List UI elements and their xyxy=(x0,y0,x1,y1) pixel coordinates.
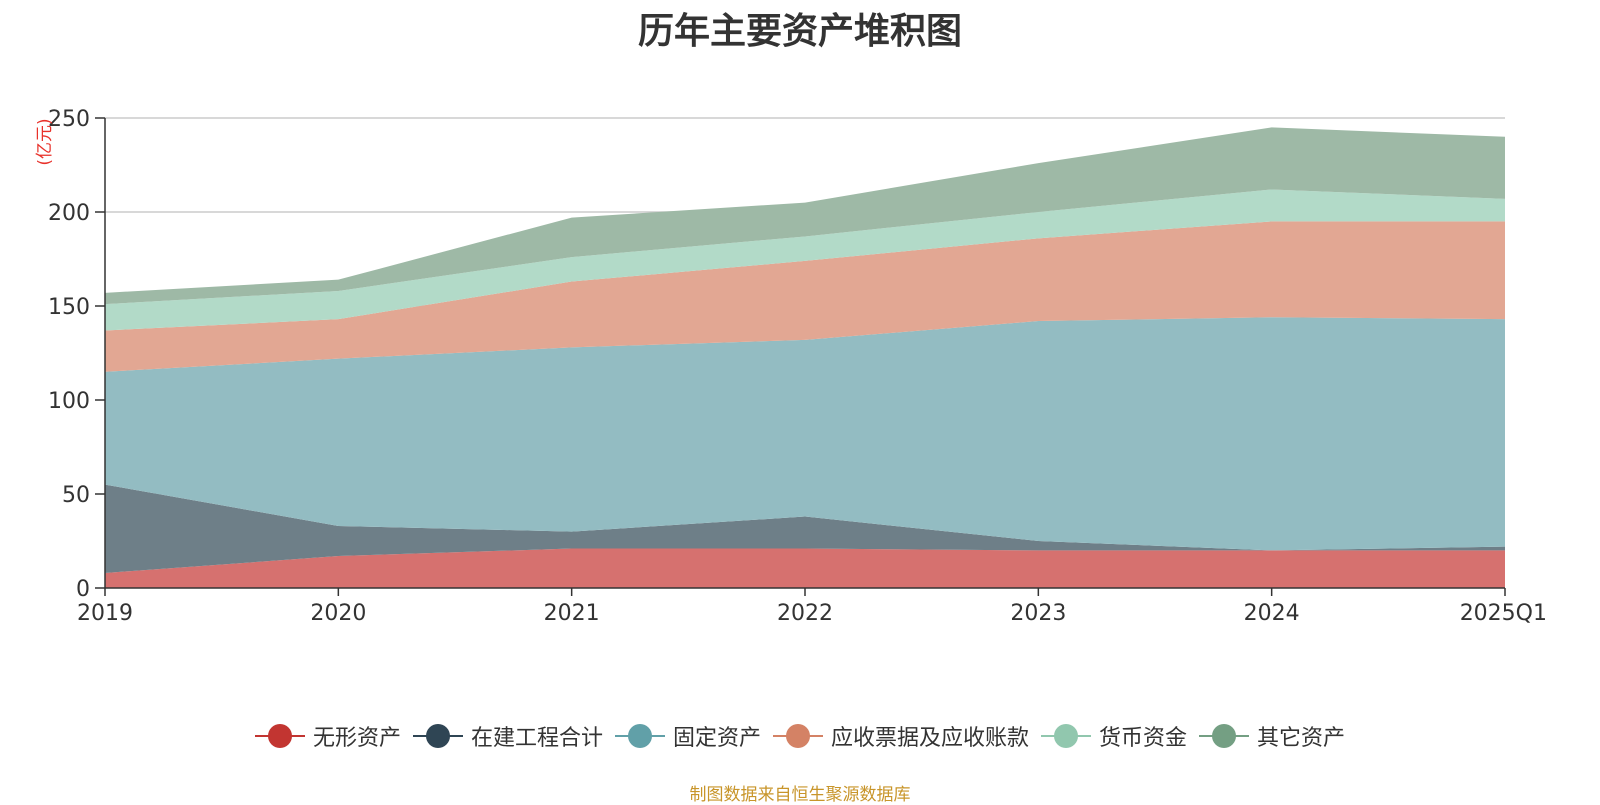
x-tick-label: 2024 xyxy=(1244,601,1300,626)
area-series-0 xyxy=(105,548,1505,588)
x-tick-label: 2022 xyxy=(777,601,833,626)
y-tick-label: 200 xyxy=(48,201,90,226)
axes: 0 50 100 150 200 250 2019 2020 2021 2022 2023 2024 2… xyxy=(48,107,1547,626)
x-tick-label: 2025Q1 xyxy=(1460,601,1547,626)
x-tick-label: 2021 xyxy=(544,601,600,626)
legend-item-2[interactable]: 固定资产 xyxy=(614,720,761,752)
legend-label: 无形资产 xyxy=(312,726,401,751)
x-tick-label: 2020 xyxy=(310,601,366,626)
chart-title: 历年主要资产堆积图 xyxy=(637,11,962,52)
y-tick-label: 100 xyxy=(48,389,90,414)
area-series-2 xyxy=(105,317,1505,551)
legend-marker xyxy=(254,724,305,748)
legend-label: 应收票据及应收账款 xyxy=(831,726,1030,751)
legend-item-1[interactable]: 在建工程合计 xyxy=(412,720,603,752)
legend-marker xyxy=(1199,724,1250,748)
source-note: 制图数据来自恒生聚源数据库 xyxy=(689,785,911,805)
legend-item-4[interactable]: 货币资金 xyxy=(1041,720,1187,752)
legend-label: 在建工程合计 xyxy=(470,726,603,751)
legend-marker xyxy=(773,724,823,748)
x-tick-label: 2023 xyxy=(1010,601,1066,626)
y-tick-label: 0 xyxy=(76,577,90,602)
area-series-3 xyxy=(105,221,1505,372)
area-series-5 xyxy=(105,127,1505,305)
legend-marker xyxy=(412,724,463,748)
y-tick-label: 50 xyxy=(62,483,90,508)
legend-item-5[interactable]: 其它资产 xyxy=(1199,720,1345,752)
legend-item-0[interactable]: 无形资产 xyxy=(254,720,401,752)
area-series-4 xyxy=(105,189,1505,331)
legend: 无形资产 在建工程合计 固定资产 应收票据及应收账款 货币资金 其它资产 xyxy=(0,720,1600,752)
unit-label: (亿元) xyxy=(35,118,55,165)
stacked-areas xyxy=(105,127,1505,588)
legend-label: 其它资产 xyxy=(1257,726,1346,751)
legend-marker xyxy=(614,724,665,748)
area-series-1 xyxy=(105,484,1505,573)
legend-item-3[interactable]: 应收票据及应收账款 xyxy=(773,720,1029,752)
legend-marker xyxy=(1041,724,1092,748)
x-tick-label: 2019 xyxy=(77,601,133,626)
legend-label: 固定资产 xyxy=(672,726,761,751)
legend-label: 货币资金 xyxy=(1099,726,1188,751)
y-tick-label: 150 xyxy=(48,295,90,320)
y-tick-label: 250 xyxy=(48,107,90,132)
